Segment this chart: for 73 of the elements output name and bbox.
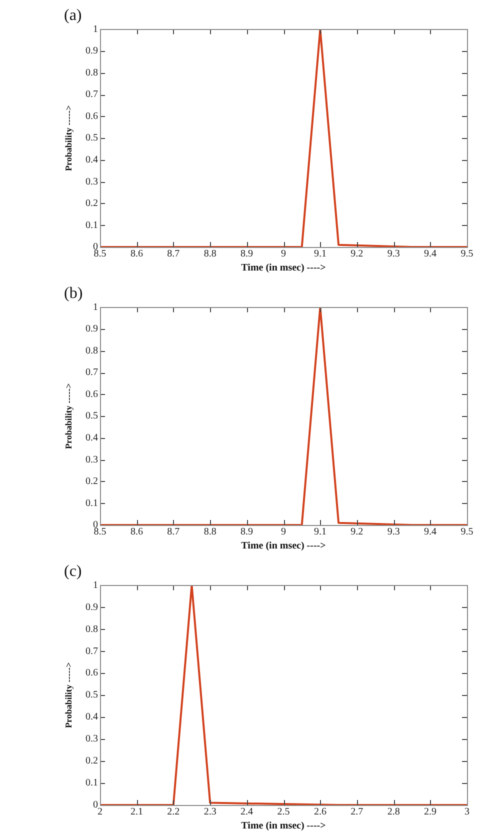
x-tick-label: 8.8 xyxy=(204,526,216,538)
x-tick-label: 2.2 xyxy=(167,806,180,818)
y-tick-label: 0.3 xyxy=(86,454,98,466)
chart-title: (b) xyxy=(64,284,83,302)
x-tick-label: 8.7 xyxy=(167,248,180,260)
y-tick-label: 0.2 xyxy=(86,756,98,767)
y-tick-label: 0.2 xyxy=(86,198,98,210)
y-tick-label: 0.6 xyxy=(86,388,98,400)
y-tick-label: 0.1 xyxy=(86,220,98,231)
y-tick-label: 0 xyxy=(93,800,98,811)
y-tick-label: 0.7 xyxy=(86,646,98,657)
x-tick-label: 8.5 xyxy=(94,248,106,260)
y-tick-label: 0.1 xyxy=(86,498,98,509)
y-tick-label: 0.1 xyxy=(86,778,98,789)
y-tick-label: 1 xyxy=(93,24,98,35)
y-tick-label: 0.9 xyxy=(86,602,98,613)
x-tick-label: 9.5 xyxy=(460,526,474,538)
y-tick-label: 0.7 xyxy=(86,89,98,100)
chart-title: (c) xyxy=(64,562,82,580)
y-tick-label: 0.8 xyxy=(86,624,98,635)
x-tick-label: 9.3 xyxy=(387,526,400,538)
y-tick-label: 0.6 xyxy=(86,668,98,679)
x-tick-label: 9.2 xyxy=(350,526,364,538)
x-tick-label: 8.6 xyxy=(130,248,143,260)
x-tick-label: 2.9 xyxy=(424,806,437,818)
x-tick-label: 8.8 xyxy=(204,248,216,260)
y-tick-label: 0.6 xyxy=(86,110,98,122)
x-tick-label: 9.3 xyxy=(387,248,400,260)
y-tick-label: 0.8 xyxy=(86,67,98,78)
x-axis-title: Time (in msec) ----> xyxy=(241,262,326,274)
y-tick-label: 0.9 xyxy=(86,324,98,335)
x-tick-label: 2.4 xyxy=(240,806,254,818)
y-tick-label: 0.5 xyxy=(86,690,98,701)
y-tick-label: 1 xyxy=(93,302,98,313)
x-tick-label: 9.5 xyxy=(460,248,474,260)
y-tick-label: 0.4 xyxy=(86,154,98,166)
x-tick-label: 8.7 xyxy=(167,526,180,538)
y-tick-label: 0.8 xyxy=(86,345,98,356)
x-tick-label: 8.5 xyxy=(94,526,106,538)
x-axis-title: Time (in msec) ----> xyxy=(241,820,326,832)
y-axis-title: Probability -----> xyxy=(64,662,74,728)
y-tick-label: 0.7 xyxy=(86,367,98,378)
y-tick-label: 0.5 xyxy=(86,132,98,144)
x-tick-label: 2.7 xyxy=(350,806,364,818)
x-axis-title: Time (in msec) ----> xyxy=(241,540,326,552)
x-tick-label: 2.5 xyxy=(277,806,290,818)
y-tick-label: 0.3 xyxy=(86,176,98,188)
y-tick-label: 0.3 xyxy=(86,734,98,745)
y-axis-title: Probability -----> xyxy=(64,105,74,171)
x-tick-label: 3 xyxy=(464,806,470,818)
x-tick-label: 9 xyxy=(281,526,286,538)
y-axis-title: Probability -----> xyxy=(64,383,74,449)
x-tick-label: 9.1 xyxy=(314,526,326,538)
chart-title: (a) xyxy=(64,6,82,24)
y-tick-label: 0.4 xyxy=(86,712,98,723)
x-tick-label: 8.6 xyxy=(130,526,143,538)
x-tick-label: 8.9 xyxy=(240,248,254,260)
y-tick-label: 0.9 xyxy=(86,46,98,57)
x-tick-label: 2.8 xyxy=(387,806,400,818)
x-tick-label: 9.4 xyxy=(424,248,437,260)
x-tick-label: 8.9 xyxy=(240,526,254,538)
x-tick-label: 9 xyxy=(281,248,286,260)
x-tick-label: 2.1 xyxy=(130,806,143,818)
x-tick-label: 9.2 xyxy=(350,248,364,260)
x-tick-label: 2.6 xyxy=(314,806,326,818)
x-tick-label: 2.3 xyxy=(204,806,216,818)
y-tick-label: 0.2 xyxy=(86,476,98,488)
x-tick-label: 2 xyxy=(98,806,102,818)
x-tick-label: 9.4 xyxy=(424,526,437,538)
x-tick-label: 9.1 xyxy=(314,248,326,260)
y-tick-label: 0.4 xyxy=(86,432,98,444)
y-tick-label: 1 xyxy=(93,580,98,591)
y-tick-label: 0.5 xyxy=(86,410,98,422)
